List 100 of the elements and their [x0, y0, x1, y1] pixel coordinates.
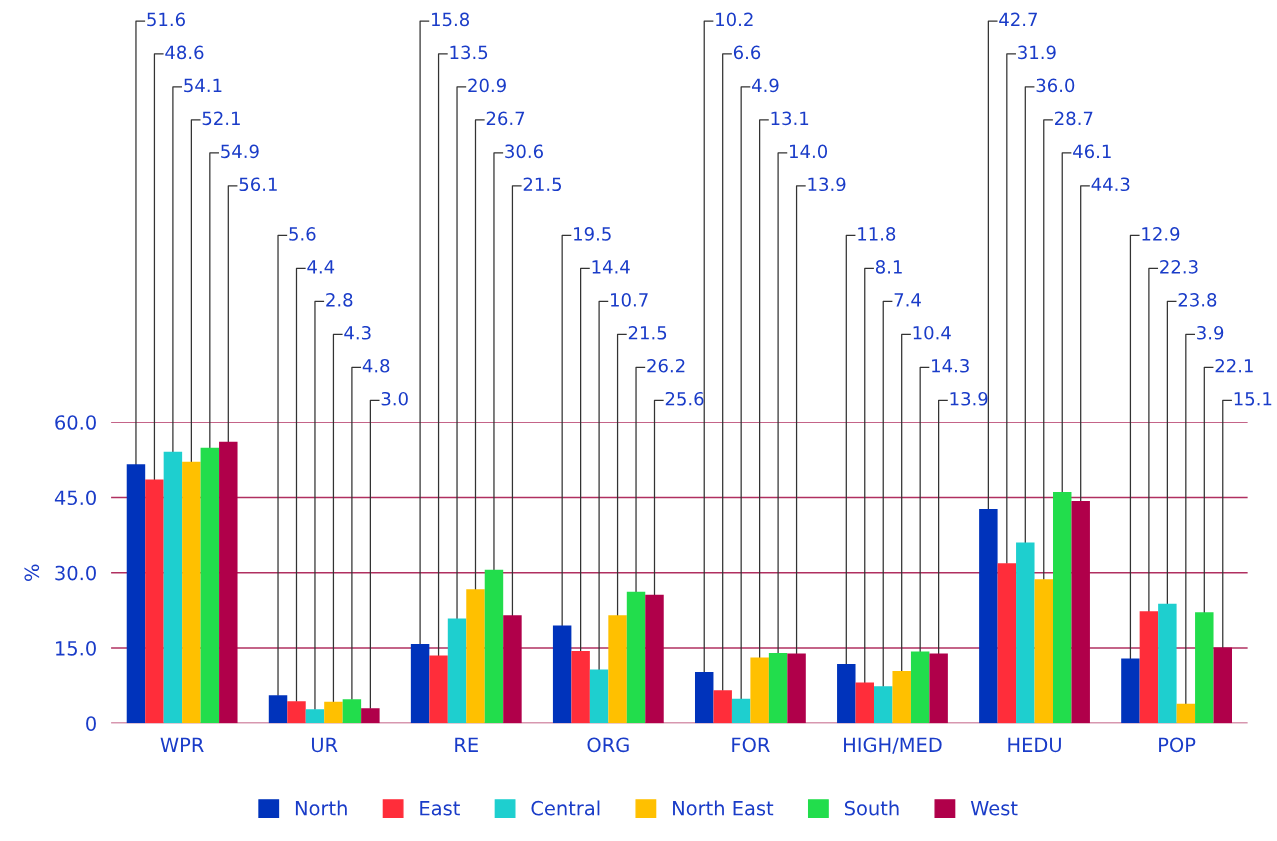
data-label: 54.9 [221, 144, 259, 159]
data-label: 6.6 [733, 45, 761, 60]
data-label: 42.7 [999, 12, 1037, 27]
x-tick-label: POP [1159, 737, 1196, 753]
bar [268, 695, 288, 724]
data-label: 28.7 [1055, 111, 1093, 126]
bar [997, 563, 1017, 724]
legend-label: South [844, 800, 899, 816]
bar [787, 653, 806, 724]
data-label: 19.5 [574, 227, 611, 241]
data-label: 54.1 [184, 78, 222, 93]
bar [342, 699, 362, 724]
bar [1195, 612, 1214, 724]
y-tick-label: 0 [86, 716, 96, 731]
data-label: 4.4 [307, 260, 335, 274]
data-label: 48.6 [165, 45, 204, 60]
bar [713, 690, 732, 724]
data-label: 13.9 [808, 177, 846, 192]
bar [694, 672, 714, 724]
data-label: 20.9 [468, 78, 506, 93]
data-label: 8.1 [875, 260, 902, 274]
bar [1121, 658, 1140, 724]
bar [1053, 491, 1072, 724]
bar [447, 618, 467, 724]
data-label: 21.5 [628, 325, 667, 340]
data-label: 14.3 [932, 358, 969, 373]
bar [484, 569, 504, 724]
data-label: 23.8 [1178, 293, 1217, 307]
bar [410, 643, 430, 724]
data-label: 36.0 [1036, 78, 1075, 93]
data-label: 2.8 [326, 293, 353, 307]
data-label: 52.1 [202, 111, 240, 126]
data-label: 7.4 [894, 293, 921, 307]
bar [182, 461, 201, 724]
x-tick-label: UR [312, 737, 338, 753]
bar [1034, 579, 1053, 724]
bar [552, 625, 572, 724]
bar [608, 615, 627, 724]
data-label: 10.7 [611, 293, 648, 307]
legend-label: North East [673, 800, 774, 816]
bar [361, 708, 380, 724]
bar [305, 709, 325, 724]
bar [910, 651, 930, 724]
data-label: 15.8 [432, 12, 469, 27]
data-label: 12.9 [1142, 227, 1180, 241]
bar [324, 701, 343, 724]
bar [645, 594, 664, 724]
legend-label: North [295, 800, 347, 816]
x-tick-label: WPR [160, 737, 204, 752]
data-label: 13.1 [771, 111, 809, 126]
bar [200, 447, 220, 724]
bar [145, 479, 164, 724]
data-label: 10.2 [716, 12, 753, 27]
x-tick-label: HIGH/MED [844, 737, 942, 754]
bar [626, 591, 646, 724]
bar [1071, 500, 1090, 724]
bar [1213, 647, 1232, 724]
data-label: 15.1 [1234, 392, 1272, 406]
bar [979, 508, 998, 724]
bar [768, 653, 788, 724]
legend-label: Central [531, 800, 600, 816]
bar [287, 701, 306, 724]
bar [929, 653, 948, 724]
data-label: 14.4 [592, 260, 630, 274]
bar [466, 589, 485, 724]
y-tick-label: 30.0 [55, 565, 96, 581]
bar [126, 464, 146, 724]
bar [873, 686, 893, 724]
data-label: 46.1 [1073, 144, 1111, 159]
data-label: 3.0 [381, 391, 408, 406]
data-label: 3.9 [1197, 325, 1224, 340]
bar [855, 682, 874, 724]
data-label: 22.1 [1215, 358, 1253, 373]
bar [892, 671, 911, 724]
bar [219, 441, 238, 724]
bar [571, 651, 590, 724]
y-tick-label: 45.0 [54, 490, 96, 506]
bar [1016, 542, 1035, 724]
data-label: 31.9 [1018, 45, 1056, 60]
bar [1158, 603, 1177, 724]
data-label: 4.3 [344, 325, 371, 340]
data-label: 14.0 [790, 144, 828, 159]
bar [1176, 703, 1196, 724]
data-label: 13.5 [450, 45, 488, 60]
data-label: 5.6 [289, 227, 316, 241]
data-label: 44.3 [1091, 177, 1130, 192]
data-label: 22.3 [1160, 260, 1198, 274]
data-label: 26.2 [647, 358, 685, 373]
x-tick-label: RE [455, 737, 478, 752]
legend-label: East [420, 801, 460, 816]
x-tick-label: HEDU [1008, 737, 1061, 753]
y-axis-title: % [24, 564, 40, 581]
x-tick-label: FOR [732, 737, 770, 753]
data-label: 21.5 [523, 177, 562, 192]
data-label: 56.1 [239, 177, 277, 192]
data-label: 25.6 [665, 391, 704, 406]
bar [163, 451, 183, 724]
x-tick-label: ORG [587, 737, 629, 753]
bar [589, 669, 609, 724]
legend-label: West [970, 801, 1018, 816]
